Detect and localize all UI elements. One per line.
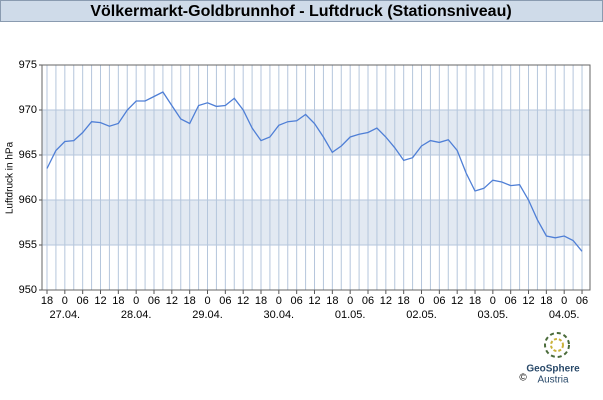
x-tick-label: 0 — [561, 295, 567, 307]
x-date-label: 27.04. — [50, 309, 81, 321]
x-tick-label: 06 — [219, 295, 231, 307]
x-date-label: 01.05. — [335, 309, 366, 321]
logo-icon — [550, 338, 564, 352]
x-tick-label: 18 — [398, 295, 410, 307]
y-tick-label: 950 — [19, 284, 37, 296]
x-tick-label: 12 — [451, 295, 463, 307]
x-tick-label: 18 — [255, 295, 267, 307]
x-tick-label: 18 — [41, 295, 53, 307]
line-series — [46, 91, 583, 252]
x-tick-label: 12 — [522, 295, 534, 307]
x-tick-label: 12 — [166, 295, 178, 307]
x-tick-label: 06 — [505, 295, 517, 307]
x-tick-label: 18 — [540, 295, 552, 307]
x-tick-label: 06 — [362, 295, 374, 307]
x-tick-label: 06 — [291, 295, 303, 307]
y-tick-label: 955 — [19, 239, 37, 251]
x-tick-label: 06 — [77, 295, 89, 307]
plot-border — [41, 64, 591, 291]
x-tick-label: 0 — [204, 295, 210, 307]
x-tick-label: 18 — [326, 295, 338, 307]
logo-name: GeoSphere — [526, 364, 580, 375]
y-tick-label: 970 — [19, 104, 37, 116]
x-tick-label: 0 — [133, 295, 139, 307]
x-tick-label: 12 — [237, 295, 249, 307]
x-tick-label: 0 — [490, 295, 496, 307]
x-tick-label: 06 — [433, 295, 445, 307]
x-date-label: 02.05. — [406, 309, 437, 321]
x-date-label: 03.05. — [478, 309, 509, 321]
logo-sub: Austria — [537, 375, 569, 386]
x-date-label: 28.04. — [121, 309, 152, 321]
y-tick-label: 965 — [19, 149, 37, 161]
x-tick-label: 18 — [112, 295, 124, 307]
copyright: © — [519, 373, 527, 384]
x-tick-label: 0 — [62, 295, 68, 307]
chart-title: Völkermarkt-Goldbrunnhof - Luftdruck (St… — [90, 3, 511, 20]
band — [42, 200, 590, 245]
logo-icon — [544, 332, 570, 358]
x-date-label: 04.05. — [549, 309, 580, 321]
y-tick-label: 960 — [19, 194, 37, 206]
logo: GeoSphere Austria © — [519, 332, 580, 386]
x-tick-label: 18 — [184, 295, 196, 307]
x-tick-label: 0 — [418, 295, 424, 307]
x-tick-label: 06 — [148, 295, 160, 307]
x-date-label: 29.04. — [192, 309, 223, 321]
plot-area — [42, 65, 590, 290]
x-tick-label: 06 — [576, 295, 588, 307]
x-tick-label: 12 — [380, 295, 392, 307]
y-tick-label: 975 — [19, 59, 37, 71]
x-date-label: 30.04. — [264, 309, 295, 321]
x-tick-label: 12 — [94, 295, 106, 307]
y-axis-label: Luftdruck in hPa — [5, 141, 16, 214]
band — [42, 110, 590, 155]
x-tick-label: 12 — [308, 295, 320, 307]
x-tick-label: 18 — [469, 295, 481, 307]
x-tick-label: 0 — [347, 295, 353, 307]
x-tick-label: 0 — [276, 295, 282, 307]
